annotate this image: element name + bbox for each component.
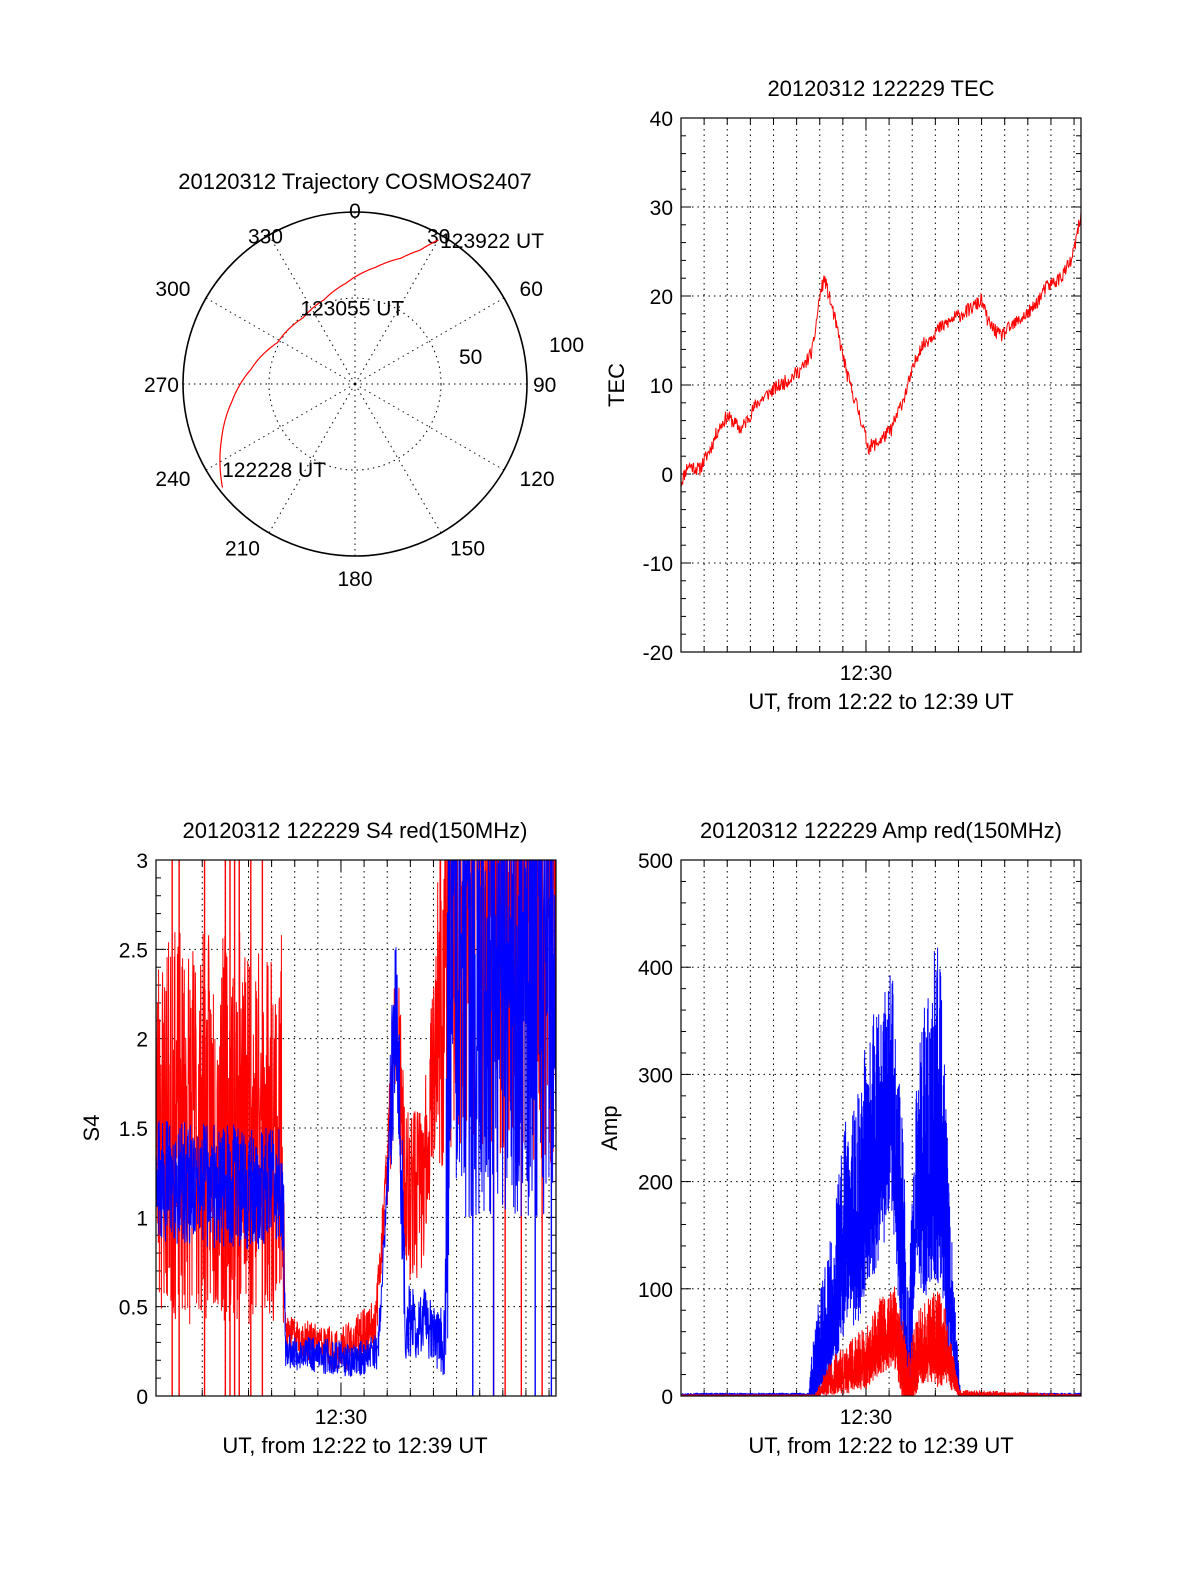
tec-ytick-label: 10 xyxy=(650,375,673,398)
tec-ytick-label: 0 xyxy=(661,464,673,487)
tec-gridlines xyxy=(681,117,1081,653)
amp-ytick-label: 100 xyxy=(638,1279,673,1302)
amp-panel: 20120312 122229 Amp red(150MHz) Amp UT, … xyxy=(597,818,1082,1458)
amp-ylabel: Amp xyxy=(597,1105,622,1150)
polar-outer-circle xyxy=(182,211,528,557)
azimuth-label-300: 300 xyxy=(155,278,190,301)
s4-ytick-labels: 0 0.5 1 1.5 2 2.5 3 xyxy=(119,850,148,1409)
amp-ytick-labels: 0 100 200 300 400 500 xyxy=(638,850,673,1409)
tec-ytick-label: 30 xyxy=(650,197,673,220)
satellite-track xyxy=(219,239,439,488)
azimuth-label-180: 180 xyxy=(337,568,372,591)
polar-trajectory-panel: 20120312 Trajectory COSMOS2407 0 30 60 9… xyxy=(144,169,584,591)
amp-ytick-label: 200 xyxy=(638,1172,673,1195)
polar-azimuth-labels: 0 30 60 90 120 150 180 210 240 270 300 3… xyxy=(144,200,556,591)
tec-ytick-label: 40 xyxy=(650,108,673,131)
amp-xtick-label: 12:30 xyxy=(840,1406,893,1429)
s4-ytick-label: 2.5 xyxy=(119,939,148,962)
radial-label-100: 100 xyxy=(549,334,584,357)
amp-ytick-label: 0 xyxy=(661,1386,673,1409)
s4-series xyxy=(156,860,556,1396)
polar-spoke xyxy=(268,234,356,385)
tec-ytick-label: 20 xyxy=(650,286,673,309)
amp-title: 20120312 122229 Amp red(150MHz) xyxy=(700,818,1062,843)
polar-spoke xyxy=(268,383,356,534)
polar-spoke xyxy=(205,383,356,471)
tec-ytick-label: -20 xyxy=(643,642,673,665)
s4-xtick-label: 12:30 xyxy=(315,1406,368,1429)
s4-axes-frame xyxy=(155,859,557,1397)
s4-ytick-label: 1.5 xyxy=(119,1118,148,1141)
azimuth-label-90: 90 xyxy=(533,374,556,397)
azimuth-label-0: 0 xyxy=(349,200,361,223)
amp-xlabel: UT, from 12:22 to 12:39 UT xyxy=(748,1433,1013,1458)
radial-label-50: 50 xyxy=(459,346,482,369)
tec-TEC-series-line xyxy=(681,211,1081,487)
tec-ytick-label: -10 xyxy=(643,553,673,576)
s4-ytick-label: 1 xyxy=(136,1207,148,1230)
azimuth-label-330: 330 xyxy=(248,225,283,248)
s4-ytick-label: 0.5 xyxy=(119,1297,148,1320)
s4-ytick-label: 3 xyxy=(136,850,148,873)
tec-series xyxy=(681,211,1081,487)
track-start-time-label: 122228 UT xyxy=(222,459,326,482)
polar-spoke xyxy=(354,234,442,385)
s4-ytick-label: 2 xyxy=(136,1029,148,1052)
azimuth-label-120: 120 xyxy=(520,468,555,491)
tec-ytick-labels: -20 -10 0 10 20 30 40 xyxy=(643,108,673,665)
azimuth-label-60: 60 xyxy=(520,278,543,301)
azimuth-label-270: 270 xyxy=(144,374,179,397)
polar-spoke xyxy=(205,297,356,385)
amp-ytick-label: 300 xyxy=(638,1064,673,1087)
amp-ytick-label: 500 xyxy=(638,850,673,873)
s4-xlabel: UT, from 12:22 to 12:39 UT xyxy=(222,1433,487,1458)
tec-title: 20120312 122229 TEC xyxy=(767,76,994,101)
polar-title: 20120312 Trajectory COSMOS2407 xyxy=(178,169,531,194)
polar-spoke xyxy=(354,297,505,385)
polar-grid xyxy=(183,212,527,556)
s4-ylabel: S4 xyxy=(79,1115,104,1142)
polar-inner-ring xyxy=(268,297,442,471)
tec-panel: 20120312 122229 TEC TEC UT, from 12:22 t… xyxy=(604,76,1082,714)
amp-ytick-label: 400 xyxy=(638,957,673,980)
amp-axes-frame xyxy=(680,859,1082,1397)
azimuth-label-150: 150 xyxy=(450,538,485,561)
tec-ylabel: TEC xyxy=(604,363,629,407)
polar-spoke xyxy=(354,383,505,471)
s4-ytick-label: 0 xyxy=(136,1386,148,1409)
azimuth-label-240: 240 xyxy=(155,468,190,491)
s4-title: 20120312 122229 S4 red(150MHz) xyxy=(183,818,528,843)
tec-axes-frame xyxy=(680,117,1082,653)
track-end-time-label: 123922 UT xyxy=(440,230,544,253)
polar-spoke xyxy=(354,383,442,534)
amp-red-series-line xyxy=(681,1286,1081,1396)
s4-blue-series-line xyxy=(156,860,556,1377)
s4-panel: 20120312 122229 S4 red(150MHz) S4 UT, fr… xyxy=(79,818,557,1458)
azimuth-label-210: 210 xyxy=(225,538,260,561)
tec-xlabel: UT, from 12:22 to 12:39 UT xyxy=(748,689,1013,714)
amp-series xyxy=(681,947,1081,1396)
track-mid-time-label: 123055 UT xyxy=(300,298,404,321)
tec-xtick-label: 12:30 xyxy=(840,662,893,685)
